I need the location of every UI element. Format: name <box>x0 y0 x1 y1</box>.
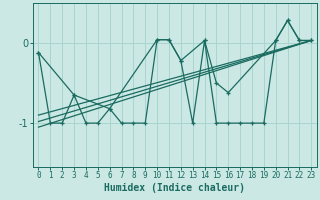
X-axis label: Humidex (Indice chaleur): Humidex (Indice chaleur) <box>104 183 245 193</box>
